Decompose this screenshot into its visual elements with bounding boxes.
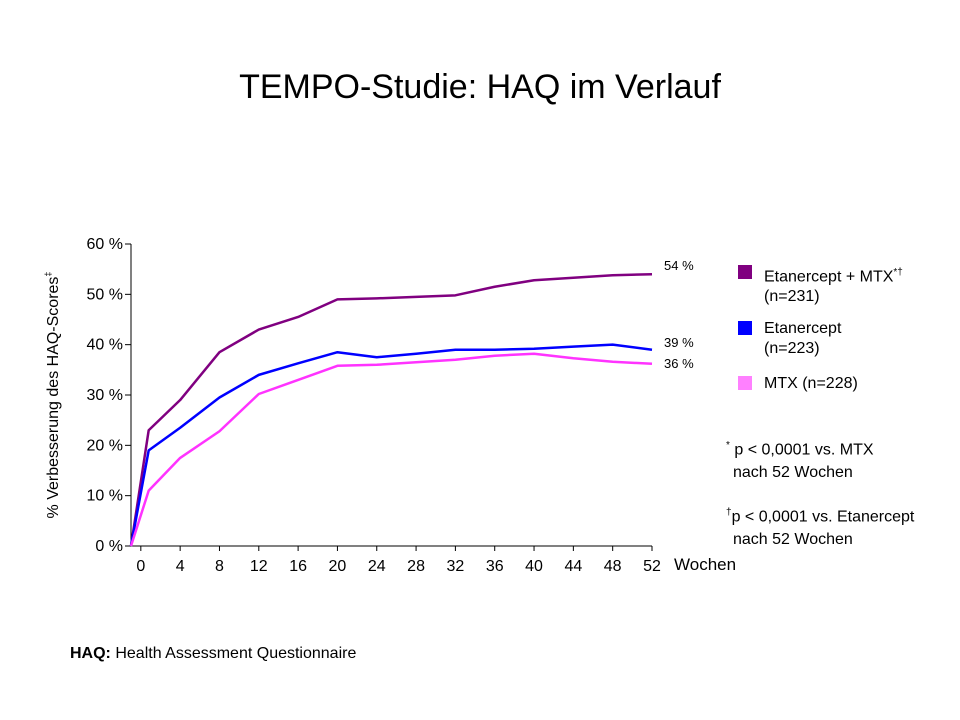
x-tick-label: 8 bbox=[215, 558, 224, 575]
series-line-0 bbox=[129, 272, 653, 547]
y-axis-label: % Verbesserung des HAQ-Scores‡ bbox=[43, 272, 62, 519]
legend-swatch-mtx bbox=[738, 376, 752, 390]
series-end-label-0: 54 % bbox=[664, 258, 694, 273]
note-line1-vs-etanercept: p < 0,0001 vs. Etanercept bbox=[731, 508, 915, 526]
series-end-label-2: 36 % bbox=[664, 356, 694, 371]
note-line2-vs-etanercept: nach 52 Wochen bbox=[733, 531, 853, 549]
x-tick-label: 4 bbox=[176, 558, 185, 575]
y-tick-label: 30 % bbox=[87, 387, 123, 404]
legend-swatch-etanercept-mtx bbox=[738, 265, 752, 279]
y-axis-label-sup: ‡ bbox=[43, 272, 53, 277]
x-tick-label: 12 bbox=[250, 558, 268, 575]
legend-label-etanercept: Etanercept bbox=[764, 320, 842, 337]
legend-sup-etanercept-mtx: *† bbox=[893, 267, 903, 278]
legend-swatch-etanercept bbox=[738, 321, 752, 335]
x-axis-label: Wochen bbox=[674, 555, 736, 574]
footer-abbrev: HAQ: bbox=[70, 645, 111, 662]
x-tick-label: 36 bbox=[486, 558, 504, 575]
footer-text: Health Assessment Questionnaire bbox=[115, 645, 357, 662]
legend-label-etanercept-mtx: Etanercept + MTX bbox=[764, 268, 894, 286]
x-tick-label: 16 bbox=[289, 558, 307, 575]
legend-n-etanercept: (n=223) bbox=[764, 340, 820, 357]
y-tick-label: 50 % bbox=[87, 286, 123, 303]
x-tick-label: 44 bbox=[564, 558, 582, 575]
note-marker-star: * bbox=[726, 440, 730, 451]
y-tick-label: 0 % bbox=[95, 538, 123, 555]
x-tick-label: 28 bbox=[407, 558, 425, 575]
x-tick-label: 32 bbox=[446, 558, 464, 575]
note-line2-vs-mtx: nach 52 Wochen bbox=[733, 464, 853, 482]
y-tick-label: 10 % bbox=[87, 488, 123, 505]
note-p-vs-etanercept: †p < 0,0001 vs. Etanercept nach 52 Woche… bbox=[726, 501, 914, 551]
y-tick-label: 60 % bbox=[87, 236, 123, 253]
note-line1-vs-mtx: p < 0,0001 vs. MTX bbox=[734, 441, 874, 459]
chart-title: TEMPO-Studie: HAQ im Verlauf bbox=[239, 68, 721, 106]
x-tick-label: 0 bbox=[136, 558, 145, 575]
note-marker-dagger: † bbox=[726, 507, 732, 518]
series-line-1 bbox=[129, 343, 653, 547]
y-tick-label: 40 % bbox=[87, 337, 123, 354]
x-tick-label: 52 bbox=[643, 558, 661, 575]
note-p-vs-mtx: * p < 0,0001 vs. MTX nach 52 Wochen bbox=[726, 434, 874, 484]
x-tick-label: 40 bbox=[525, 558, 543, 575]
x-tick-label: 24 bbox=[368, 558, 386, 575]
series-end-label-1: 39 % bbox=[664, 335, 694, 350]
series-line-2 bbox=[129, 352, 653, 547]
x-tick-label: 48 bbox=[604, 558, 622, 575]
y-tick-label: 20 % bbox=[87, 437, 123, 454]
x-tick-label: 20 bbox=[329, 558, 347, 575]
legend-n-etanercept-mtx: (n=231) bbox=[764, 288, 820, 306]
footer-note: HAQ: Health Assessment Questionnaire bbox=[70, 645, 356, 663]
legend-label-mtx: MTX (n=228) bbox=[764, 375, 858, 392]
